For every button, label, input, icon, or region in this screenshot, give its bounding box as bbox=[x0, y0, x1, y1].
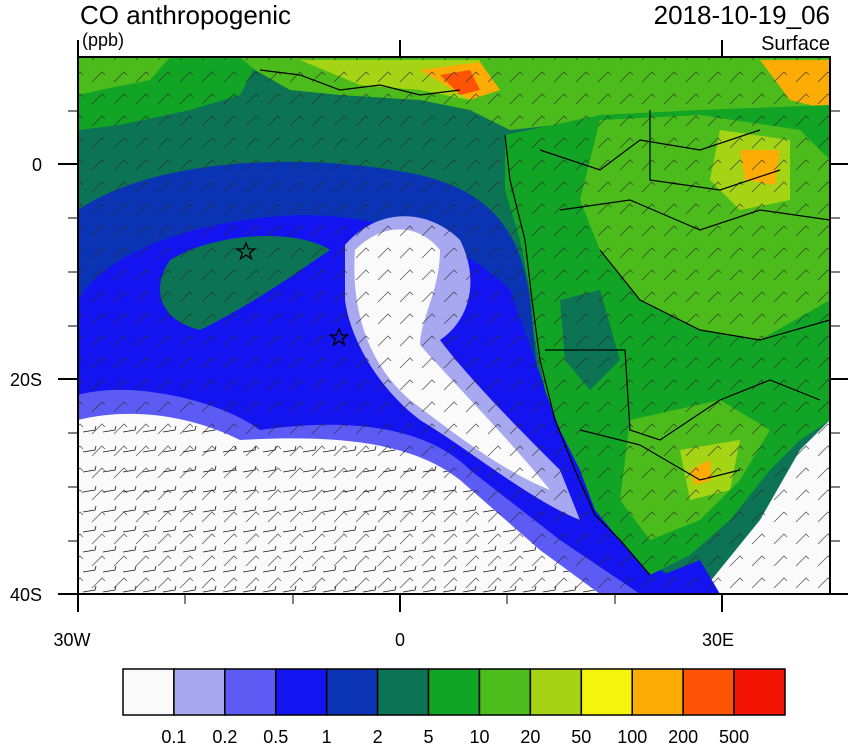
colorbar-swatch bbox=[478, 668, 532, 716]
colorbar-swatch bbox=[427, 668, 481, 716]
country-borders bbox=[259, 69, 830, 576]
datetime-label: 2018-10-19_06 bbox=[653, 0, 830, 30]
colorbar-swatch bbox=[376, 668, 430, 716]
colorbar-swatch bbox=[733, 668, 786, 716]
colorbar-label: 200 bbox=[668, 727, 698, 747]
lat-label: 20S bbox=[10, 370, 42, 390]
lat-label: 40S bbox=[10, 585, 42, 605]
colorbar-label: 20 bbox=[520, 727, 540, 747]
colorbar-swatch bbox=[275, 668, 328, 716]
map-title: CO anthropogenic bbox=[80, 0, 292, 30]
level-label: Surface bbox=[761, 33, 830, 55]
colorbar-label: 1 bbox=[322, 727, 332, 747]
colorbar-swatch bbox=[529, 668, 583, 716]
colorbar-label: 0.2 bbox=[212, 727, 237, 747]
concentration-field bbox=[78, 57, 830, 594]
colorbar-label: 100 bbox=[617, 727, 647, 747]
star-marker bbox=[235, 241, 257, 261]
colorbar-label: 5 bbox=[424, 727, 434, 747]
longitude-labels: 30W 0 30E bbox=[53, 630, 734, 650]
colorbar-swatch bbox=[122, 668, 175, 716]
lon-label: 30E bbox=[702, 630, 734, 650]
colorbar-label: 10 bbox=[469, 727, 489, 747]
units-label: (ppb) bbox=[82, 30, 125, 50]
colorbar-label: 0.5 bbox=[263, 727, 288, 747]
latitude-labels: 0 20S 40S bbox=[10, 155, 42, 605]
station-markers bbox=[235, 241, 350, 347]
colorbar-swatch bbox=[580, 668, 633, 716]
colorbar-swatch bbox=[224, 668, 277, 716]
lon-label: 0 bbox=[395, 630, 405, 650]
colorbar-label: 2 bbox=[373, 727, 383, 747]
lon-label: 30W bbox=[53, 630, 90, 650]
star-marker bbox=[328, 327, 350, 347]
colorbar-label: 50 bbox=[571, 727, 591, 747]
colorbar-swatch bbox=[173, 668, 226, 716]
colorbar: 0.1 0.2 0.5 1 2 5 10 20 50 100 200 500 bbox=[122, 668, 786, 747]
axis-ticks bbox=[58, 40, 848, 612]
colorbar-swatch bbox=[682, 668, 735, 716]
colorbar-label: 0.1 bbox=[161, 727, 186, 747]
colorbar-label: 500 bbox=[719, 727, 749, 747]
colorbar-swatch bbox=[325, 668, 379, 716]
colorbar-swatch bbox=[631, 668, 684, 716]
lat-label: 0 bbox=[32, 155, 42, 175]
minor-ticks bbox=[68, 110, 840, 604]
